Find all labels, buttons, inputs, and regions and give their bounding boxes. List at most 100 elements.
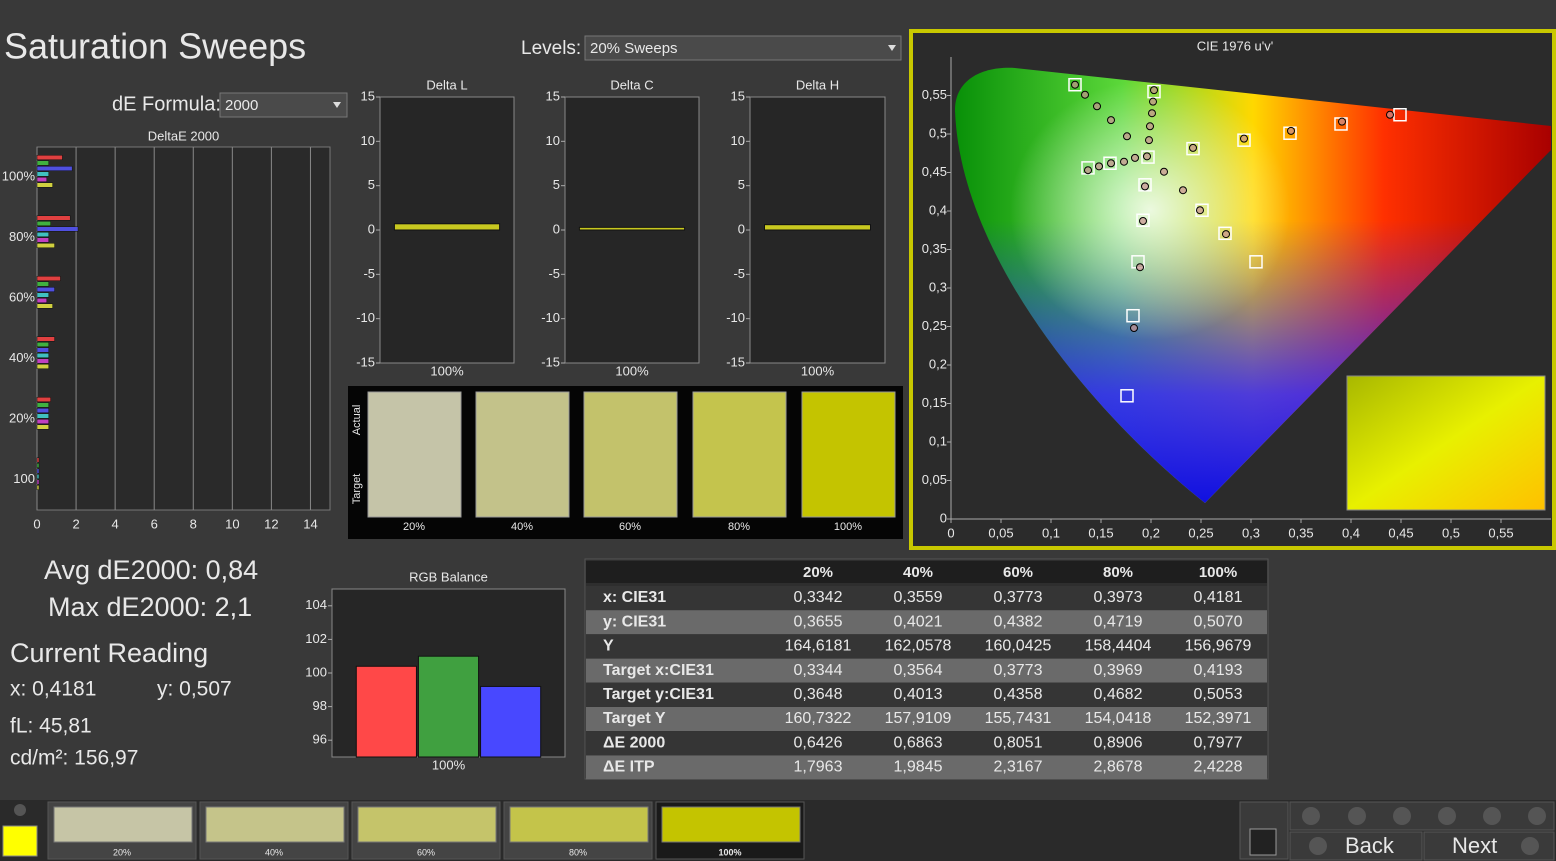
- y-tick-label: 0: [553, 221, 560, 236]
- x-tick-label: 0,2: [1142, 525, 1160, 540]
- target-point: [1136, 213, 1150, 227]
- de-formula-select[interactable]: [219, 92, 348, 118]
- target-point: [1120, 389, 1134, 403]
- table-cell: 156,9679: [1185, 638, 1252, 655]
- y-tick-label: 5: [368, 177, 375, 192]
- de-formula-label: dE Formula:: [112, 93, 221, 115]
- target-point: [1147, 84, 1161, 99]
- swatch-label: 80%: [728, 521, 750, 533]
- bar: [36, 408, 49, 413]
- back-label: Back: [1345, 833, 1395, 858]
- swatch-label: 60%: [619, 521, 641, 533]
- table-cell: 0,4719: [1094, 613, 1143, 630]
- swatch-label: 40%: [511, 521, 533, 533]
- bar: [36, 336, 55, 342]
- swatch: [475, 391, 570, 518]
- bar: [36, 347, 49, 353]
- measured-point: [1196, 206, 1204, 215]
- y-tick-label: 15: [361, 88, 375, 103]
- bar: [36, 155, 63, 160]
- control-button[interactable]: [1393, 807, 1411, 825]
- bar: [355, 665, 417, 758]
- target-point: [1249, 255, 1263, 269]
- y-tick-label: -5: [548, 266, 560, 281]
- table-cell: 154,0418: [1085, 710, 1152, 727]
- swatch: [692, 391, 787, 518]
- table-cell: 0,3559: [894, 589, 943, 606]
- table-cell: 0,5070: [1194, 613, 1243, 630]
- bar: [578, 226, 686, 231]
- x-tick-label: 0,25: [1188, 525, 1213, 540]
- y-tick-label: 60%: [9, 290, 35, 305]
- x-tick-label: 0: [947, 525, 954, 540]
- bar: [36, 276, 61, 281]
- avg-de: Avg dE2000: 0,84: [44, 555, 258, 585]
- bar: [36, 171, 49, 177]
- table-cell: 2,3167: [994, 759, 1043, 776]
- y-tick-label: 0,45: [922, 164, 947, 179]
- y-tick-label: 102: [305, 631, 327, 646]
- measured-point: [1287, 126, 1295, 135]
- y-tick-label: 0,1: [929, 433, 947, 448]
- x-tick-label: 100%: [432, 757, 466, 772]
- y-tick-label: -10: [356, 310, 375, 325]
- y-tick-label: 0,25: [922, 318, 947, 333]
- y-tick-label: 80%: [9, 229, 35, 244]
- bar: [36, 292, 49, 298]
- measured-point: [1149, 97, 1157, 106]
- y-tick-label: -10: [541, 310, 560, 325]
- next-label: Next: [1452, 833, 1497, 858]
- bar: [36, 479, 40, 485]
- target-point: [1237, 133, 1251, 147]
- bar: [36, 281, 49, 287]
- measured-point: [1084, 166, 1092, 175]
- control-button[interactable]: [1438, 807, 1456, 825]
- target-point: [1068, 77, 1082, 92]
- measured-point: [1071, 80, 1079, 89]
- table-cell: 0,7977: [1194, 734, 1243, 751]
- swatch-label: 20%: [403, 521, 425, 533]
- up-button[interactable]: [14, 804, 26, 816]
- x-tick-label: 2: [72, 516, 79, 531]
- bar: [36, 232, 49, 237]
- table-cell: 0,4358: [994, 686, 1043, 703]
- measured-point: [1160, 167, 1168, 176]
- control-button[interactable]: [1483, 807, 1501, 825]
- x-tick-label: 12: [264, 516, 278, 531]
- table-cell: 0,4181: [1194, 589, 1243, 606]
- measured-point: [1240, 134, 1248, 143]
- control-button[interactable]: [1528, 807, 1546, 825]
- current-color: [2, 825, 38, 857]
- table-cell: 158,4404: [1085, 638, 1152, 655]
- x-tick-label: 0,4: [1342, 525, 1360, 540]
- measured-point: [1139, 217, 1147, 226]
- reading-fl: fL: 45,81: [10, 715, 92, 738]
- control-button[interactable]: [1302, 807, 1320, 825]
- measured-point: [1141, 182, 1149, 191]
- bottom-swatch: [661, 806, 801, 843]
- table-cell: 1,9845: [894, 759, 943, 776]
- y-tick-label: 100: [305, 664, 327, 679]
- de-formula-value: 2000: [225, 97, 258, 114]
- y-tick-label: -15: [726, 354, 745, 369]
- swatch: [801, 391, 896, 518]
- table-cell: 0,4193: [1194, 662, 1243, 679]
- stop-button[interactable]: [1249, 828, 1277, 856]
- levels-select[interactable]: [584, 35, 902, 61]
- table-cell: 157,9109: [885, 710, 952, 727]
- table-row: [586, 755, 1267, 780]
- table-row-label: y: CIE31: [603, 613, 666, 630]
- table-row: [586, 731, 1267, 756]
- table-cell: 0,4682: [1094, 686, 1143, 703]
- max-de: Max dE2000: 2,1: [48, 592, 252, 622]
- measured-point: [1189, 143, 1197, 152]
- control-button[interactable]: [1348, 807, 1366, 825]
- table-cell: 0,3773: [994, 589, 1043, 606]
- x-tick-label: 0,45: [1388, 525, 1413, 540]
- bar: [36, 419, 49, 424]
- table-row-label: Target Y: [603, 710, 666, 727]
- y-tick-label: 5: [553, 177, 560, 192]
- bar: [393, 223, 501, 231]
- y-tick-label: 0,55: [922, 87, 947, 102]
- target-point: [1141, 150, 1155, 164]
